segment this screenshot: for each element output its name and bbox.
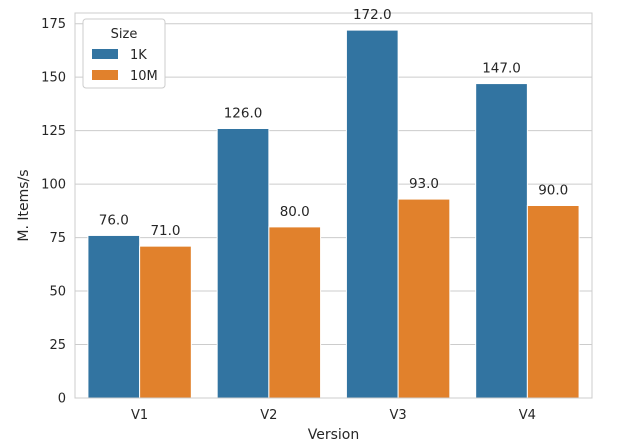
y-tick-label: 75 [49,231,66,246]
bar-v2-10m [268,226,322,399]
y-axis-label: M. Items/s [16,169,32,241]
legend-label-1k: 1K [130,48,147,63]
data-label: 90.0 [538,183,568,199]
data-label: 147.0 [482,61,521,77]
data-label: 93.0 [409,176,439,192]
y-tick-label: 125 [41,124,66,139]
bar-v4-1k [475,83,528,399]
bars [87,29,580,399]
data-labels: 76.0 71.0 126.0 80.0 172.0 93.0 147.0 90.0 [99,7,569,239]
bar-v1-10m [139,245,192,399]
plot-frame [74,12,593,399]
legend-swatch-1k [92,49,118,59]
data-label: 172.0 [353,7,392,23]
y-axis-ticks: 0 25 50 75 100 125 150 175 [41,17,66,406]
y-tick-label: 175 [41,17,66,32]
data-label: 80.0 [280,204,310,220]
bar-v3-1k [345,29,399,399]
bar-v3-10m [397,198,451,399]
data-label: 71.0 [150,223,180,239]
legend-label-10m: 10M [130,69,158,84]
y-tick-label: 50 [49,285,66,300]
y-tick-label: 0 [58,392,66,407]
x-tick-label: V3 [390,408,407,423]
bar-v1-1k [87,234,141,399]
y-tick-label: 150 [41,71,66,86]
y-tick-label: 100 [41,178,66,193]
data-label: 126.0 [224,106,263,122]
x-tick-label: V4 [519,408,536,423]
data-label: 76.0 [99,212,129,228]
x-tick-label: V1 [131,408,148,423]
bar-v2-1k [216,128,270,399]
legend-title: Size [111,27,138,42]
legend-swatch-10m [92,70,118,80]
x-axis-ticks: V1 V2 V3 V4 [131,408,536,423]
x-axis-label: Version [308,427,359,443]
bar-v4-10m [526,205,580,399]
y-tick-label: 25 [49,338,66,353]
x-tick-label: V2 [260,408,277,423]
